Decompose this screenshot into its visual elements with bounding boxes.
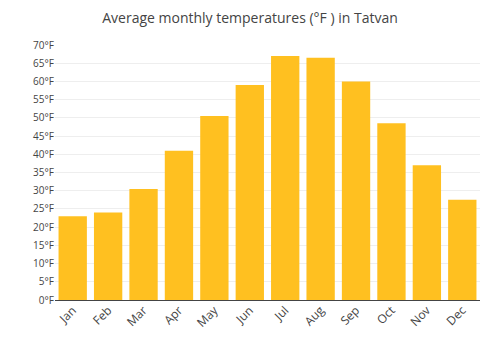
svg-text:60°F: 60°F — [33, 74, 54, 88]
svg-text:Jan: Jan — [55, 302, 80, 327]
svg-text:65°F: 65°F — [33, 56, 54, 70]
svg-text:20°F: 20°F — [33, 220, 54, 234]
svg-text:40°F: 40°F — [33, 147, 54, 161]
svg-text:15°F: 15°F — [33, 238, 54, 252]
svg-text:30°F: 30°F — [33, 183, 54, 197]
svg-text:Nov: Nov — [406, 302, 434, 330]
svg-text:50°F: 50°F — [33, 110, 54, 124]
svg-text:Aug: Aug — [300, 302, 328, 330]
svg-text:55°F: 55°F — [33, 92, 54, 106]
svg-text:0°F: 0°F — [39, 293, 54, 307]
svg-text:Jul: Jul — [270, 302, 292, 324]
svg-text:10°F: 10°F — [33, 256, 54, 270]
svg-text:25°F: 25°F — [33, 201, 54, 215]
svg-text:70°F: 70°F — [33, 38, 54, 52]
svg-text:Dec: Dec — [442, 302, 469, 329]
svg-text:45°F: 45°F — [33, 129, 54, 143]
svg-text:5°F: 5°F — [39, 274, 54, 288]
svg-text:Sep: Sep — [336, 302, 363, 329]
svg-text:May: May — [193, 301, 222, 330]
svg-text:Average monthly temperatures (: Average monthly temperatures (°F ) in Ta… — [102, 8, 398, 27]
svg-text:Mar: Mar — [123, 302, 151, 330]
svg-text:Apr: Apr — [160, 302, 186, 328]
svg-text:Feb: Feb — [89, 302, 115, 328]
svg-text:Oct: Oct — [373, 302, 399, 328]
svg-text:Jun: Jun — [231, 302, 256, 327]
svg-text:35°F: 35°F — [33, 165, 54, 179]
